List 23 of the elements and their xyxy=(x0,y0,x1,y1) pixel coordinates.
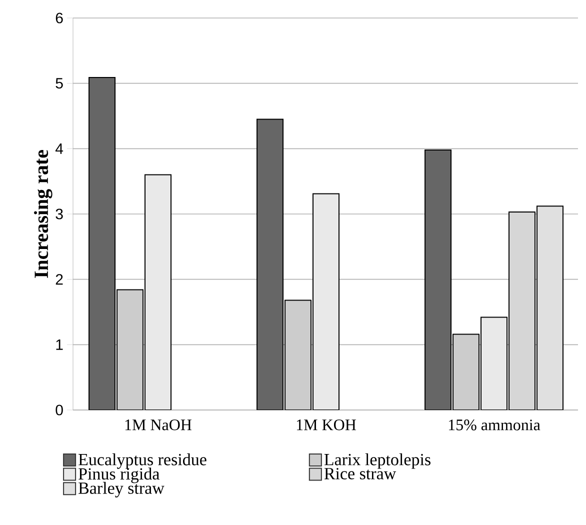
legend-label: Larix leptolepis xyxy=(324,453,430,469)
bar xyxy=(256,118,284,410)
y-tick-label: 6 xyxy=(56,12,63,24)
bar xyxy=(452,334,480,410)
legend-label: Rice straw xyxy=(324,468,396,480)
bar xyxy=(284,300,312,410)
y-axis-title: Increasing rate xyxy=(34,150,52,278)
y-tick-label: 1 xyxy=(56,340,63,350)
bar xyxy=(144,174,172,410)
bar xyxy=(116,289,144,410)
x-tick-label: 15% ammonia xyxy=(448,420,540,430)
x-tick-label: 1M KOH xyxy=(296,420,356,430)
bar xyxy=(88,76,116,410)
y-tick-label: 2 xyxy=(56,274,63,285)
y-tick-label: 0 xyxy=(56,404,63,416)
y-tick-label: 4 xyxy=(55,144,64,154)
x-tick-label: 1M NaOH xyxy=(125,420,192,430)
y-tick-label: 3 xyxy=(56,208,63,220)
bar xyxy=(312,193,340,410)
y-tick-label: 5 xyxy=(56,78,63,89)
legend-label: Eucalyptus residue xyxy=(78,453,206,469)
bar xyxy=(480,316,508,410)
bar xyxy=(424,149,452,410)
